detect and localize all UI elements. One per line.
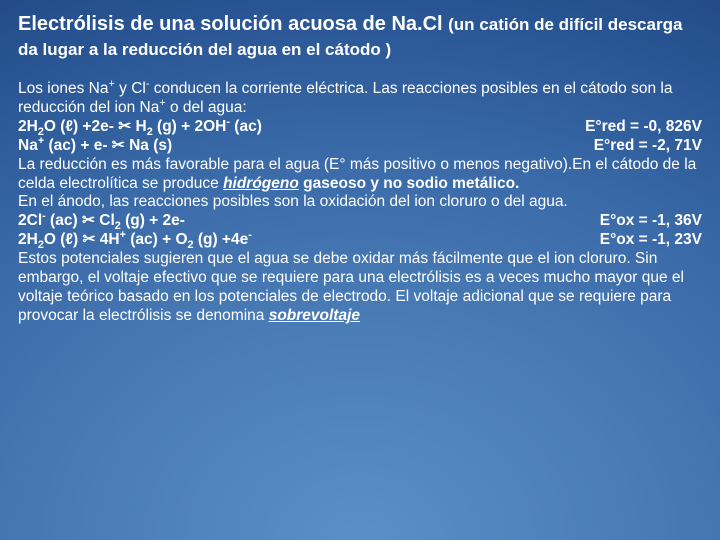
- text: (ac) + e-: [44, 137, 112, 154]
- text: (g) + 2OH: [153, 118, 227, 135]
- text: H: [131, 118, 147, 135]
- eq-left: 2Cl- (ac) ✂ Cl2 (g) + 2e-: [18, 212, 185, 231]
- text: 2H: [18, 231, 38, 248]
- text: (ac): [230, 118, 262, 135]
- paragraph-3: En el ánodo, las reacciones posibles son…: [18, 193, 702, 212]
- eq-left: 2H2O (ℓ) ✂ 4H+ (ac) + O2 (g) +4e-: [18, 231, 252, 250]
- eq-right: E°ox = -1, 23V: [600, 231, 702, 250]
- text: Los iones Na: [18, 80, 108, 97]
- text: 2Cl: [18, 212, 42, 229]
- text: Cl: [95, 212, 115, 229]
- text: (ac): [46, 212, 82, 229]
- equation-4: 2H2O (ℓ) ✂ 4H+ (ac) + O2 (g) +4e- E°ox =…: [18, 231, 702, 250]
- text: O (ℓ) +2e-: [44, 118, 118, 135]
- text: O (ℓ): [44, 231, 83, 248]
- paragraph-1: Los iones Na+ y Cl- conducen la corrient…: [18, 80, 702, 118]
- text: y Cl: [115, 80, 146, 97]
- emphasis-sobrevoltaje: sobrevoltaje: [269, 307, 360, 324]
- text: Na (s): [125, 137, 172, 154]
- arrow-icon: ✂: [118, 118, 131, 135]
- eq-left: Na+ (ac) + e- ✂ Na (s): [18, 137, 172, 156]
- text: Na: [18, 137, 38, 154]
- paragraph-4: Estos potenciales sugieren que el agua s…: [18, 250, 702, 326]
- text: (ac) + O: [126, 231, 188, 248]
- text: (g) + 2e-: [121, 212, 185, 229]
- slide-body: Los iones Na+ y Cl- conducen la corrient…: [18, 80, 702, 326]
- title-main: Electrólisis de una solución acuosa de N…: [18, 13, 443, 35]
- equation-1: 2H2O (ℓ) +2e- ✂ H2 (g) + 2OH- (ac) E°red…: [18, 118, 702, 137]
- eq-left: 2H2O (ℓ) +2e- ✂ H2 (g) + 2OH- (ac): [18, 118, 262, 137]
- emphasis-hidrogeno: hidrógeno: [223, 175, 299, 192]
- eq-right: E°red = -0, 826V: [585, 118, 702, 137]
- paragraph-2: La reducción es más favorable para el ag…: [18, 156, 702, 194]
- eq-right: E°red = -2, 71V: [594, 137, 702, 156]
- text: 4H: [95, 231, 119, 248]
- eq-right: E°ox = -1, 36V: [600, 212, 702, 231]
- arrow-icon: ✂: [112, 137, 125, 154]
- text-bold: gaseoso y no sodio metálico.: [299, 175, 520, 192]
- text: (g) +4e: [194, 231, 249, 248]
- superscript: -: [248, 229, 252, 241]
- arrow-icon: ✂: [82, 212, 95, 229]
- text: 2H: [18, 118, 38, 135]
- slide-title: Electrólisis de una solución acuosa de N…: [18, 12, 702, 62]
- equation-2: Na+ (ac) + e- ✂ Na (s) E°red = -2, 71V: [18, 137, 702, 156]
- text: o del agua:: [166, 99, 247, 116]
- arrow-icon: ✂: [82, 231, 95, 248]
